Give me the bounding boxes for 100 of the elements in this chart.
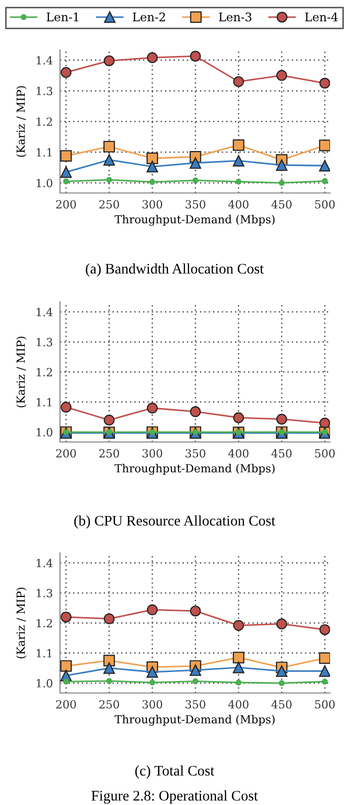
point (278, 180, 285, 186)
x-tick-label: 400 (228, 200, 248, 209)
point (103, 662, 115, 674)
point (276, 70, 288, 81)
point (232, 139, 244, 151)
point (232, 155, 244, 167)
point (322, 678, 328, 685)
point (236, 680, 242, 686)
point (319, 665, 330, 677)
y-tick-label: 1.2 (36, 618, 52, 628)
point (319, 160, 330, 172)
point (319, 624, 330, 636)
point (319, 140, 330, 152)
y-tick-label: 1.3 (36, 338, 52, 346)
y-tick-label: 1.4 (36, 56, 52, 65)
point (190, 406, 201, 418)
point (146, 52, 158, 64)
x-tick-label: 400 (228, 449, 248, 458)
point (104, 55, 115, 66)
point (103, 140, 115, 152)
point (233, 76, 244, 88)
point (63, 678, 70, 685)
y-tick-label: 1.0 (36, 428, 52, 436)
x-axis-title: Throughput-Demand (Mbps) (114, 464, 275, 475)
text: (b) CPU Resource Allocation Cost (74, 515, 276, 529)
point (276, 665, 288, 677)
text: (a) Bandwidth Allocation Cost (86, 263, 264, 277)
x-tick-label: 350 (186, 700, 206, 709)
y-tick-label: 1.1 (36, 148, 52, 157)
point (232, 662, 244, 674)
caption: Figure 2.8: Operational Cost (91, 790, 258, 804)
point (192, 177, 198, 184)
y-tick-label: 1.2 (36, 117, 52, 126)
y-tick-label: 1.1 (36, 649, 52, 658)
point (149, 680, 156, 686)
x-tick-label: 250 (99, 449, 120, 458)
point (60, 612, 72, 622)
legend-label: Len-1 (46, 12, 78, 22)
point (236, 178, 242, 185)
y-axis-title: (Kariz / MIP) (16, 86, 26, 157)
point (60, 402, 72, 413)
x-tick-label: 400 (228, 700, 248, 709)
point (63, 178, 70, 184)
point (60, 166, 72, 178)
y-tick-label: 1.1 (36, 398, 52, 406)
x-tick-label: 450 (271, 200, 292, 209)
point (319, 652, 330, 664)
point (60, 660, 72, 672)
point (276, 159, 288, 171)
legend-label: Len-2 (132, 12, 165, 22)
point (190, 606, 201, 616)
y-tick-label: 1.0 (36, 679, 52, 688)
point (319, 78, 330, 89)
point (106, 176, 112, 183)
y-axis-title: (Kariz / MIP) (16, 336, 26, 408)
x-tick-label: 350 (186, 449, 206, 458)
point (190, 157, 202, 169)
y-tick-label: 1.3 (36, 588, 52, 598)
x-tick-label: 250 (99, 200, 120, 209)
point (146, 604, 158, 616)
x-tick-label: 300 (142, 200, 162, 209)
y-tick-label: 1.3 (36, 86, 52, 96)
legend-label: Len-3 (218, 12, 252, 22)
x-tick-label: 200 (56, 700, 76, 709)
point (233, 620, 244, 631)
point (104, 414, 115, 426)
x-tick-label: 500 (315, 200, 335, 209)
y-tick-label: 1.4 (36, 558, 52, 568)
y-tick-label: 1.0 (36, 178, 52, 188)
x-axis-title: Throughput-Demand (Mbps) (114, 714, 275, 726)
y-tick-label: 1.4 (36, 308, 52, 316)
x-tick-label: 500 (315, 700, 335, 709)
x-tick-label: 450 (271, 449, 292, 458)
point (146, 160, 158, 172)
point (190, 50, 201, 62)
point (322, 178, 328, 184)
point (190, 664, 202, 676)
x-tick-label: 350 (186, 200, 206, 209)
y-tick-label: 1.2 (36, 368, 52, 376)
x-tick-label: 300 (142, 449, 162, 458)
point (278, 680, 285, 686)
point (149, 178, 156, 185)
x-tick-label: 500 (315, 449, 335, 458)
point (146, 152, 158, 164)
point (319, 418, 330, 428)
point (146, 402, 158, 414)
point (233, 412, 244, 424)
x-tick-label: 250 (99, 700, 120, 709)
point (103, 654, 115, 666)
legend-label: Len-4 (305, 12, 338, 22)
point (276, 414, 288, 425)
x-axis-title: Throughput-Demand (Mbps) (114, 214, 275, 226)
y-axis-title: (Kariz / MIP) (16, 588, 26, 658)
point (103, 154, 115, 166)
point (60, 66, 72, 78)
point (276, 618, 288, 630)
x-tick-label: 300 (142, 700, 162, 709)
point (192, 678, 198, 684)
x-tick-label: 200 (56, 449, 76, 458)
point (232, 652, 244, 664)
